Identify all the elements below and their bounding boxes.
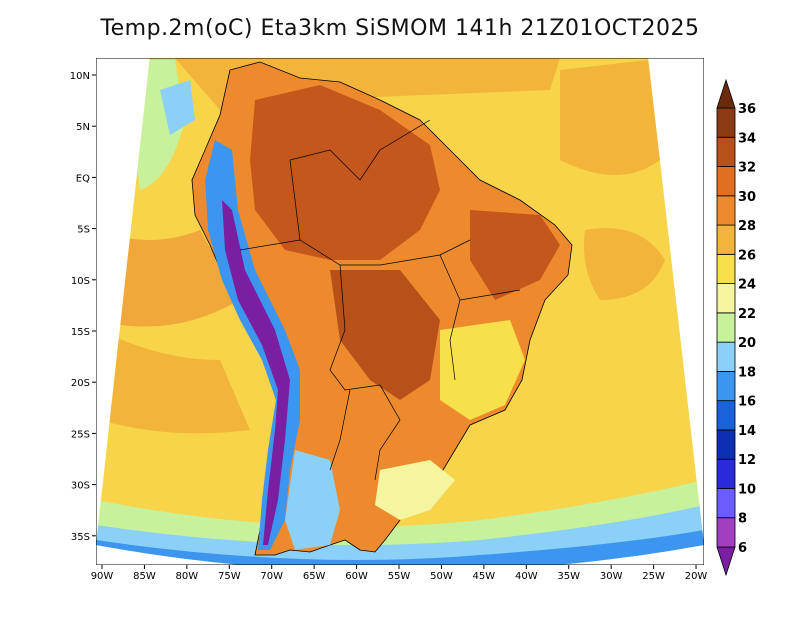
colorbar-label: 14 <box>738 424 756 439</box>
lat-label: 5N <box>76 122 90 133</box>
pacific-cool-patch <box>160 80 195 135</box>
southeast-cooler <box>440 320 525 420</box>
colorbar-label: 16 <box>738 395 756 410</box>
colorbar-swatch <box>716 400 736 431</box>
south-brazil-cool <box>375 460 455 520</box>
colorbar-swatch <box>716 224 736 255</box>
lat-label: 20S <box>71 378 90 389</box>
colorbar-swatch <box>716 136 736 167</box>
colorbar: 6 8 10 12 14 16 18 20 22 24 26 28 30 32 34 36 <box>716 78 756 577</box>
latitude-axis: 10N 5N EQ 5S 10S 15S 20S 25S 30S 35S <box>70 71 96 543</box>
colorbar-swatch <box>716 107 736 138</box>
lat-label: 15S <box>71 327 90 338</box>
colorbar-label: 12 <box>738 453 756 468</box>
colorbar-label: 10 <box>738 482 756 497</box>
lat-label: 10N <box>70 71 90 82</box>
colorbar-label: 6 <box>738 541 747 556</box>
lon-label: 75W <box>218 571 241 582</box>
colorbar-label: 36 <box>738 102 756 117</box>
lat-label: 10S <box>71 276 90 287</box>
colorbar-swatch <box>716 458 736 489</box>
colorbar-swatch <box>716 312 736 343</box>
lat-label: 30S <box>71 481 90 492</box>
lat-label: 25S <box>71 429 90 440</box>
lon-label: 30W <box>600 571 623 582</box>
lon-label: 65W <box>303 571 326 582</box>
temperature-field <box>96 58 704 565</box>
south-cold-band <box>96 530 704 565</box>
lon-label: 85W <box>133 571 156 582</box>
lon-label: 70W <box>260 571 283 582</box>
longitude-axis: 90W 85W 80W 75W 70W 65W 60W 55W 50W 45W 40W 35W 30W 2… <box>91 565 708 582</box>
atlantic-warm-north <box>560 60 660 175</box>
lon-label: 45W <box>473 571 496 582</box>
colorbar-swatch <box>716 341 736 372</box>
atlantic-warm-patch <box>584 228 665 300</box>
andes-very-cold <box>222 200 290 545</box>
amazon-hot-core <box>250 85 440 260</box>
patagonia-cold <box>285 450 340 550</box>
colorbar-label: 22 <box>738 307 756 322</box>
colorbar-swatch <box>716 78 736 109</box>
country-borders <box>239 119 521 481</box>
colorbar-label: 30 <box>738 190 756 205</box>
chart-title: Temp.2m(oC) Eta3km SiSMOM 141h 21Z01OCT2… <box>100 16 700 41</box>
colorbar-swatch <box>716 517 736 548</box>
lon-label: 40W <box>515 571 538 582</box>
colorbar-label: 34 <box>738 131 756 146</box>
lat-label: 35S <box>71 532 90 543</box>
colorbar-label: 18 <box>738 365 756 380</box>
colorbar-swatch <box>716 370 736 402</box>
colorbar-swatch <box>716 429 736 460</box>
lat-label: EQ <box>76 173 90 184</box>
south-cool-band-2 <box>96 505 704 560</box>
colorbar-label: 28 <box>738 219 756 234</box>
lat-label: 5S <box>77 225 90 236</box>
colorbar-label: 26 <box>738 248 756 263</box>
colorbar-swatch <box>716 195 736 226</box>
lon-label: 90W <box>91 571 114 582</box>
lon-label: 25W <box>642 571 665 582</box>
lon-label: 50W <box>430 571 453 582</box>
central-hot-core <box>330 270 440 400</box>
lon-label: 55W <box>388 571 411 582</box>
colorbar-label: 20 <box>738 336 756 351</box>
colorbar-label: 8 <box>738 512 747 527</box>
nordeste-hot <box>470 210 560 300</box>
colorbar-swatch <box>716 166 736 197</box>
colorbar-label: 32 <box>738 161 756 176</box>
lon-label: 35W <box>557 571 580 582</box>
pacific-band-2 <box>100 330 250 434</box>
colorbar-label: 24 <box>738 278 756 293</box>
lon-label: 20W <box>685 571 708 582</box>
colorbar-swatch <box>716 546 736 577</box>
pacific-warm-band <box>96 230 240 327</box>
colorbar-swatch <box>716 488 736 519</box>
lon-label: 80W <box>176 571 199 582</box>
colorbar-swatch <box>716 253 736 284</box>
lon-label: 60W <box>345 571 368 582</box>
colorbar-swatch <box>716 283 736 314</box>
